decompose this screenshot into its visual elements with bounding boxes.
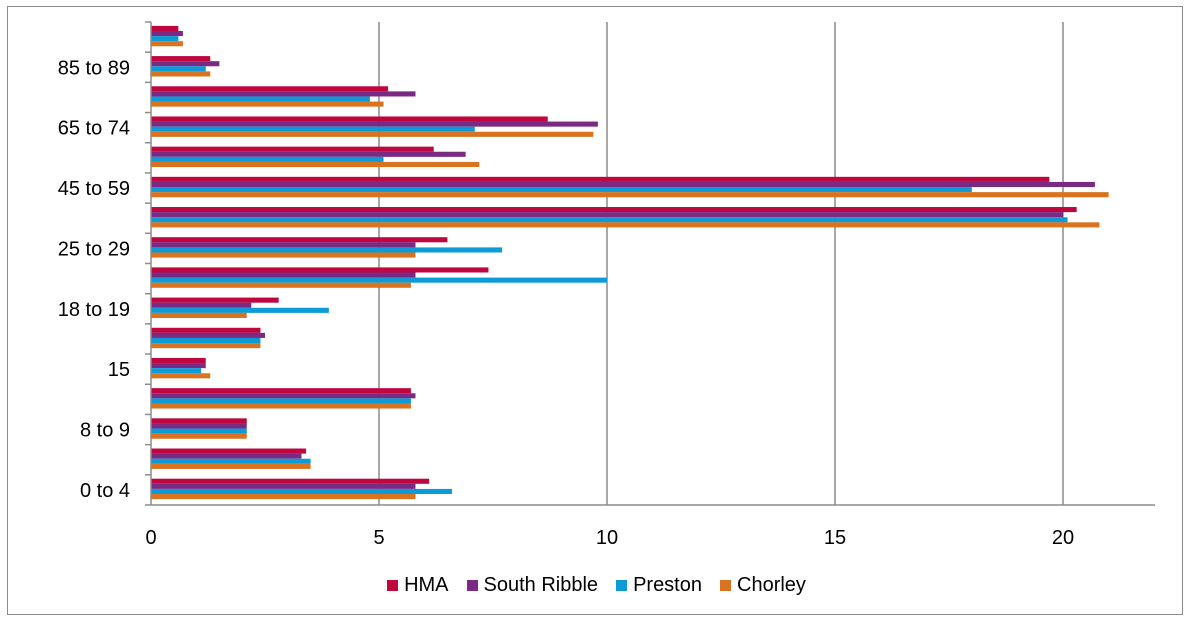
bar-hma-2 <box>151 418 247 424</box>
chart-legend: HMA South Ribble Preston Chorley <box>0 574 1193 597</box>
category-label-8: 25 to 29 <box>58 238 130 260</box>
legend-swatch-south-ribble <box>466 580 478 591</box>
x-tick-label-0: 0 <box>145 527 156 549</box>
bar-south-ribble-1 <box>151 453 302 459</box>
category-label-12: 65 to 74 <box>58 118 130 140</box>
x-tick-label-20: 20 <box>1052 527 1074 549</box>
bar-hma-12 <box>151 116 548 122</box>
bar-south-ribble-5 <box>151 332 265 338</box>
legend-label-chorley: Chorley <box>737 574 806 596</box>
category-label-0: 0 to 4 <box>80 480 130 502</box>
bar-south-ribble-14 <box>151 61 220 67</box>
legend-item-hma: HMA <box>387 574 449 597</box>
bar-hma-13 <box>151 86 389 92</box>
bar-chorley-12 <box>151 131 594 137</box>
legend-item-preston: Preston <box>616 574 702 597</box>
legend-swatch-hma <box>387 580 399 591</box>
bar-south-ribble-2 <box>151 423 247 429</box>
category-label-6: 18 to 19 <box>58 299 130 321</box>
bar-preston-1 <box>151 458 311 464</box>
category-label-14: 85 to 89 <box>58 57 130 79</box>
bar-hma-8 <box>151 237 448 243</box>
bar-south-ribble-6 <box>151 302 252 308</box>
bar-hma-6 <box>151 297 279 303</box>
bar-south-ribble-9 <box>151 212 1063 218</box>
bar-hma-10 <box>151 176 1050 182</box>
bar-chorley-11 <box>151 161 480 168</box>
category-label-4: 15 <box>108 359 130 381</box>
bar-chorley-3 <box>151 403 411 409</box>
bar-hma-7 <box>151 267 489 273</box>
bar-hma-3 <box>151 388 411 394</box>
bar-preston-13 <box>151 96 370 102</box>
bar-south-ribble-12 <box>151 121 598 127</box>
bar-preston-2 <box>151 428 247 434</box>
bar-preston-7 <box>151 277 607 283</box>
bar-south-ribble-11 <box>151 151 466 157</box>
x-tick-label-5: 5 <box>373 527 384 549</box>
x-tick-label-15: 15 <box>824 527 846 549</box>
bar-preston-3 <box>151 398 411 404</box>
bar-chorley-1 <box>151 463 311 469</box>
legend-label-hma: HMA <box>404 574 449 596</box>
bar-preston-14 <box>151 66 206 72</box>
bar-chorley-0 <box>151 494 416 500</box>
bar-chorley-13 <box>151 101 384 107</box>
bar-preston-11 <box>151 156 384 162</box>
bar-hma-5 <box>151 327 261 333</box>
legend-swatch-preston <box>616 580 628 591</box>
bar-preston-12 <box>151 126 475 132</box>
bar-preston-5 <box>151 337 261 344</box>
bar-chorley-10 <box>151 192 1109 198</box>
bar-preston-6 <box>151 307 329 313</box>
bar-south-ribble-10 <box>151 181 1095 188</box>
legend-label-south-ribble: South Ribble <box>483 574 599 596</box>
category-label-2: 8 to 9 <box>80 420 130 442</box>
bar-chorley-6 <box>151 312 247 318</box>
bar-chorley-2 <box>151 433 247 439</box>
bar-preston-0 <box>151 488 452 495</box>
bar-hma-4 <box>151 357 206 364</box>
bar-hma-15 <box>151 25 179 31</box>
bar-hma-14 <box>151 56 211 62</box>
legend-label-preston: Preston <box>633 574 702 596</box>
legend-item-chorley: Chorley <box>720 574 806 597</box>
bar-south-ribble-13 <box>151 91 416 97</box>
bar-chorley-9 <box>151 222 1100 228</box>
bar-preston-9 <box>151 217 1068 223</box>
bar-south-ribble-8 <box>151 242 416 248</box>
bar-preston-10 <box>151 187 972 193</box>
legend-swatch-chorley <box>720 580 731 591</box>
bar-hma-0 <box>151 478 430 484</box>
bar-chorley-4 <box>151 373 211 379</box>
bar-south-ribble-15 <box>151 30 183 37</box>
category-label-10: 45 to 59 <box>58 178 130 200</box>
bar-preston-8 <box>151 247 503 253</box>
bar-chorley-14 <box>151 71 211 77</box>
bar-chorley-7 <box>151 282 411 288</box>
bar-hma-1 <box>151 448 307 454</box>
bar-south-ribble-3 <box>151 393 416 399</box>
legend-item-south-ribble: South Ribble <box>466 574 599 597</box>
bar-south-ribble-7 <box>151 272 416 278</box>
bar-south-ribble-0 <box>151 483 416 489</box>
bar-south-ribble-4 <box>151 363 206 369</box>
bar-preston-15 <box>151 36 179 42</box>
x-tick-label-10: 10 <box>596 527 618 549</box>
bar-chorley-5 <box>151 343 261 349</box>
bar-chorley-15 <box>151 41 183 47</box>
bar-preston-4 <box>151 368 202 374</box>
bar-chorley-8 <box>151 252 416 258</box>
bar-hma-9 <box>151 207 1077 213</box>
bar-hma-11 <box>151 146 434 152</box>
